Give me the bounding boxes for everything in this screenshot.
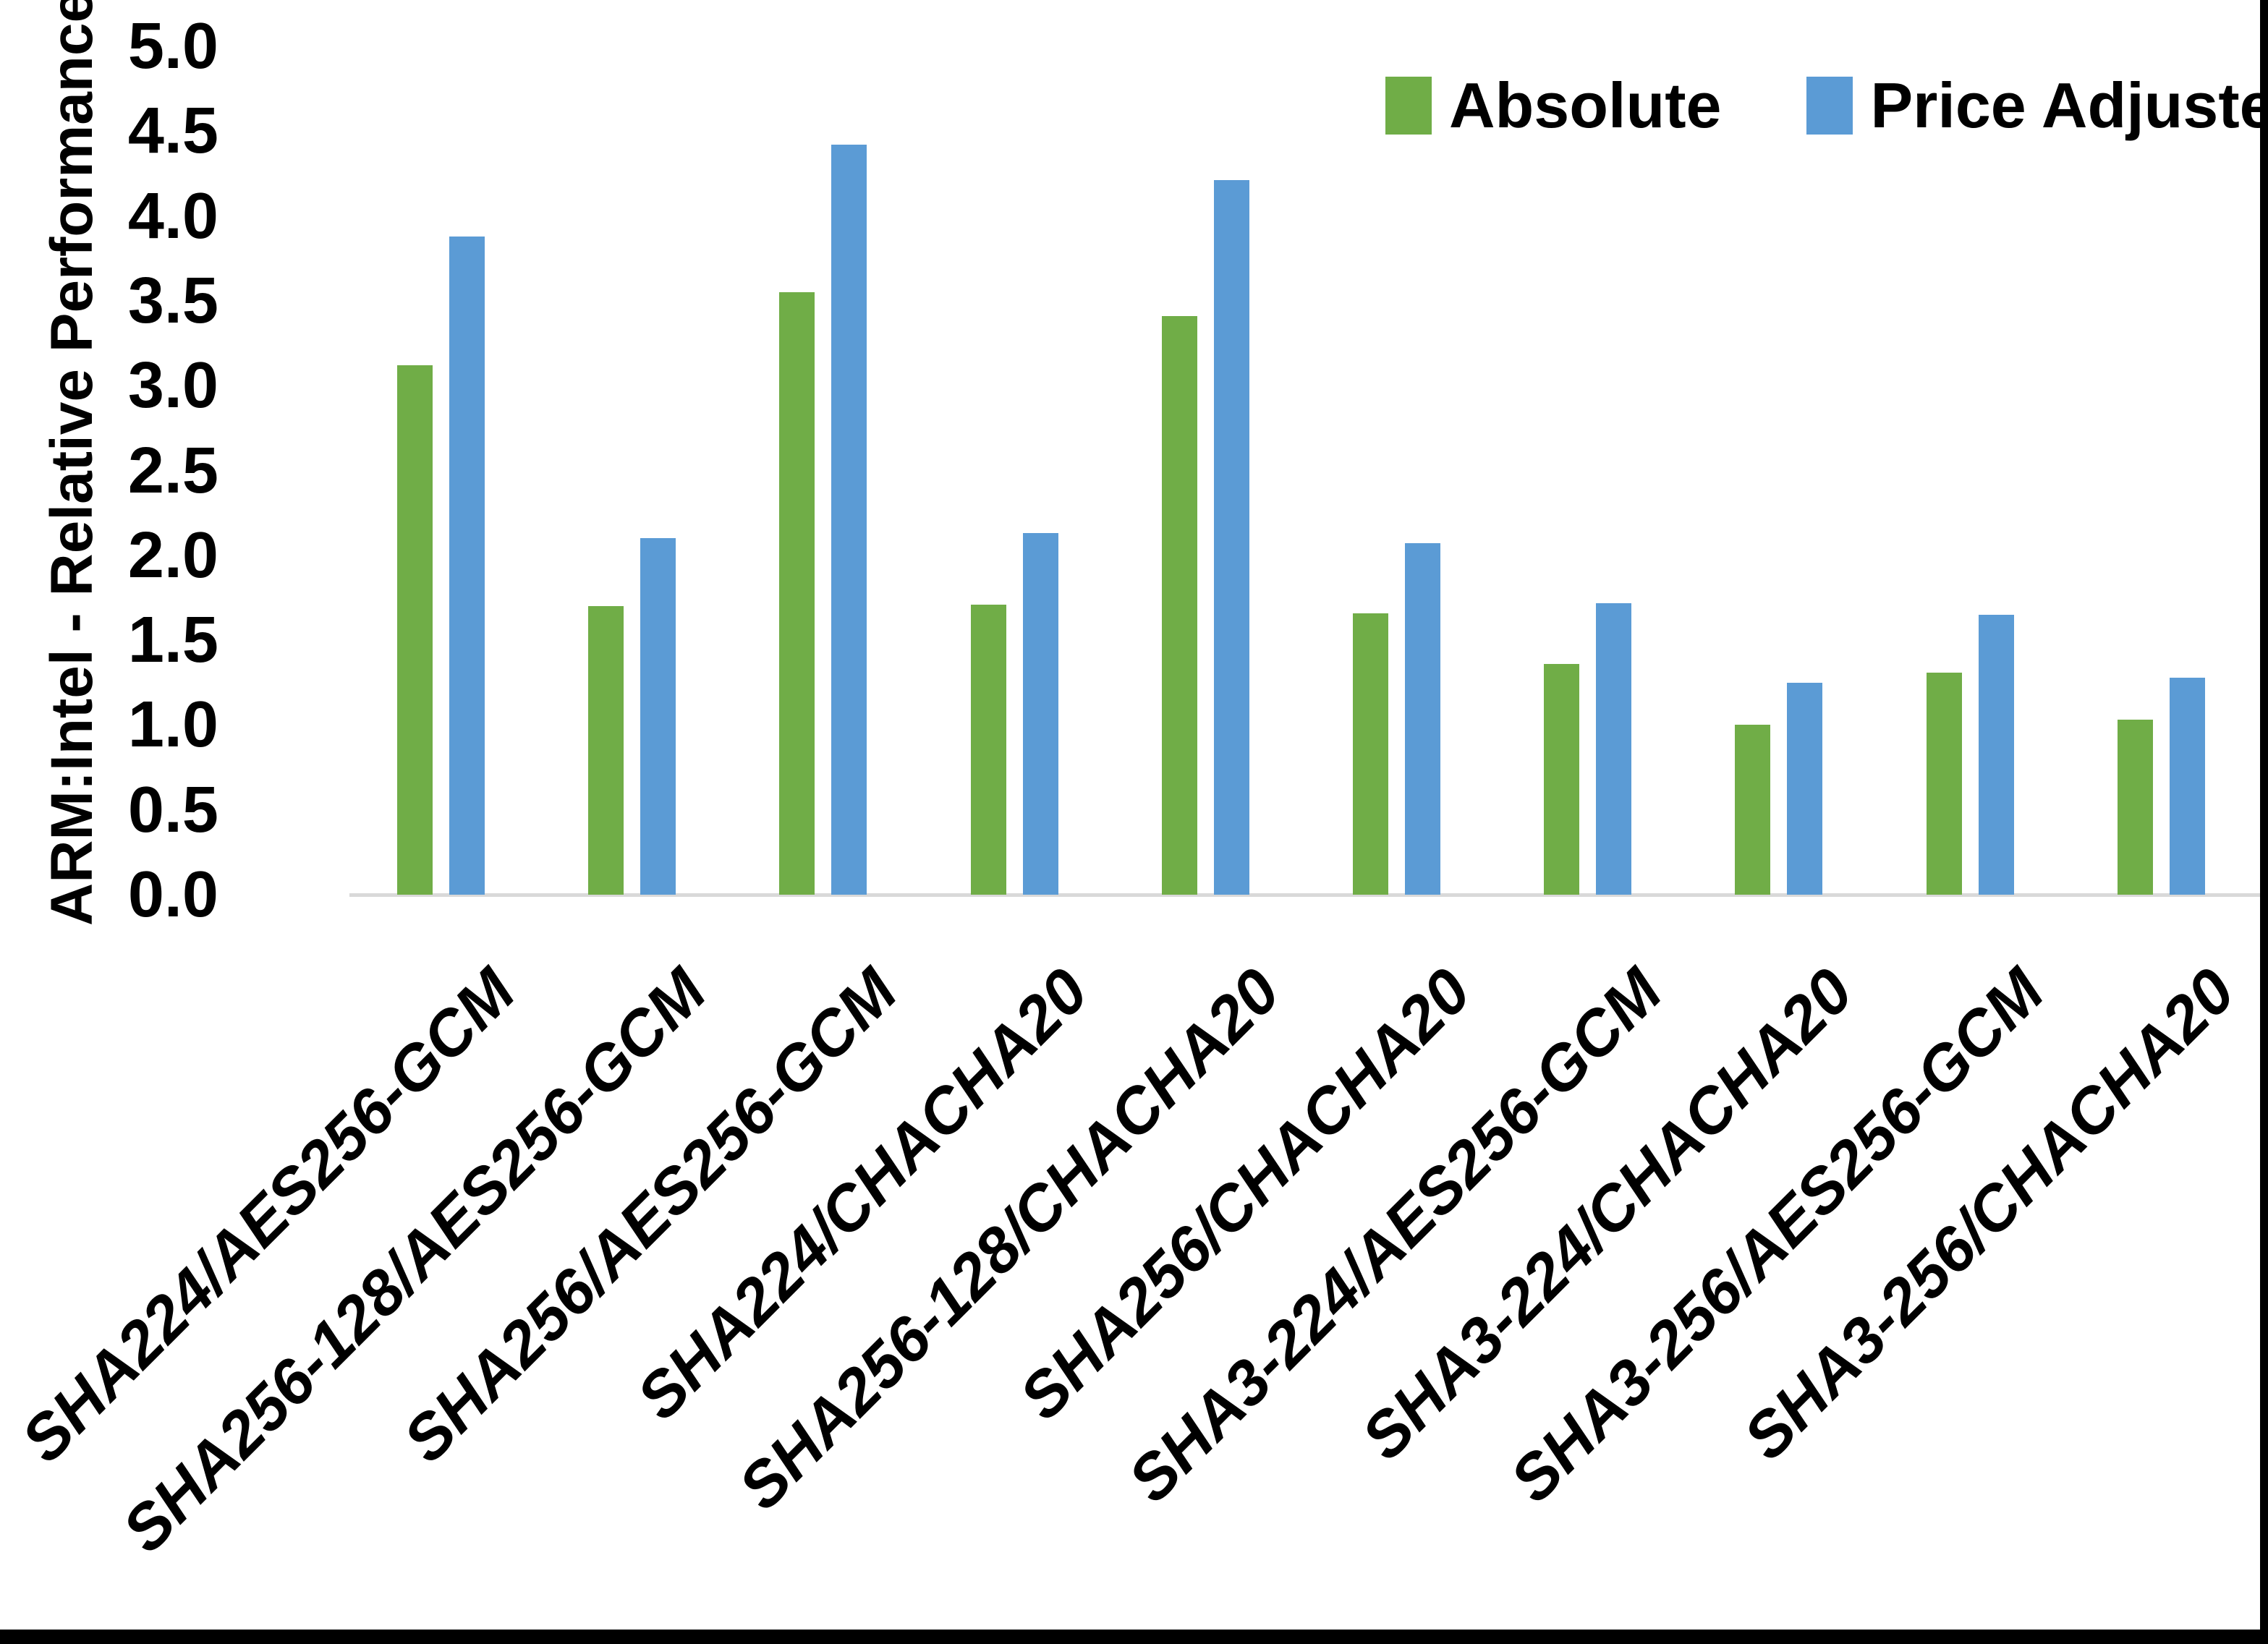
legend-label-price-adjusted: Price Adjusted bbox=[1870, 69, 2268, 141]
bar-absolute bbox=[2117, 720, 2153, 895]
y-tick-label: 3.0 bbox=[127, 349, 218, 422]
bar-absolute bbox=[397, 365, 433, 895]
x-axis-line bbox=[349, 893, 2261, 897]
legend-item-price-adjusted: Price Adjusted bbox=[1806, 71, 2268, 140]
bar-absolute bbox=[1735, 725, 1771, 895]
bar-absolute bbox=[970, 604, 1006, 895]
bar-price-adjusted bbox=[1978, 614, 2014, 895]
bar-price-adjusted bbox=[2169, 677, 2205, 895]
bar-absolute bbox=[1544, 663, 1580, 895]
bar-absolute bbox=[588, 606, 624, 895]
bar-price-adjusted bbox=[1213, 180, 1249, 895]
y-tick-label: 1.5 bbox=[127, 604, 218, 677]
right-border bbox=[2260, 0, 2268, 1644]
y-tick-label: 2.5 bbox=[127, 434, 218, 507]
bar-absolute bbox=[1161, 316, 1197, 895]
bar-price-adjusted bbox=[831, 145, 867, 895]
legend-swatch-absolute-icon bbox=[1385, 77, 1432, 135]
legend-swatch-price-adjusted-icon bbox=[1806, 77, 1853, 135]
bar-absolute bbox=[1926, 672, 1962, 895]
legend-item-absolute: Absolute bbox=[1385, 71, 1721, 140]
bar-absolute bbox=[1353, 613, 1388, 895]
bar-price-adjusted bbox=[1405, 543, 1440, 895]
y-tick-label: 5.0 bbox=[127, 10, 218, 82]
bar-price-adjusted bbox=[640, 538, 676, 895]
y-tick-label: 1.0 bbox=[127, 689, 218, 762]
y-tick-label: 0.5 bbox=[127, 773, 218, 846]
y-tick-label: 3.5 bbox=[127, 264, 218, 337]
y-tick-label: 4.5 bbox=[127, 95, 218, 168]
bottom-border bbox=[0, 1630, 2268, 1644]
bar-absolute bbox=[779, 292, 815, 895]
legend-label-absolute: Absolute bbox=[1449, 69, 1722, 141]
bar-price-adjusted bbox=[1787, 682, 1823, 895]
bar-price-adjusted bbox=[1022, 533, 1058, 895]
plot-area bbox=[349, 46, 2261, 897]
y-tick-label: 2.0 bbox=[127, 519, 218, 592]
y-tick-label: 4.0 bbox=[127, 179, 218, 252]
legend: Absolute Price Adjusted bbox=[1385, 71, 2268, 140]
y-tick-label: 0.0 bbox=[127, 859, 218, 931]
bar-price-adjusted bbox=[1596, 602, 1632, 895]
bar-price-adjusted bbox=[449, 236, 485, 895]
